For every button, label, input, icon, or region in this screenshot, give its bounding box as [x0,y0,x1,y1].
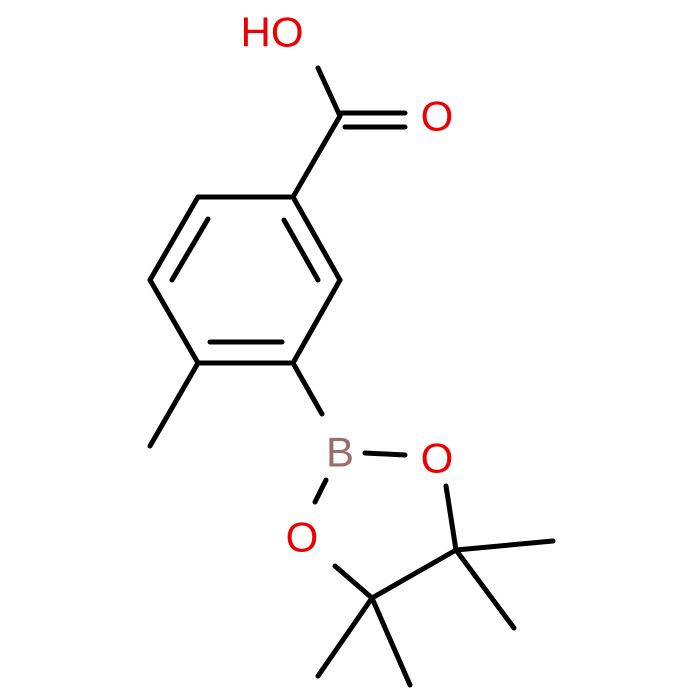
bond [290,360,325,417]
bond [147,277,201,366]
bond [315,65,343,119]
bond [169,216,211,283]
bond [281,217,321,283]
bond [312,477,329,505]
bond [369,547,459,601]
atom-label: HO [241,9,304,56]
atom-label: O [286,514,319,561]
bond [443,483,459,553]
bond [315,595,375,679]
atom-label: B [326,429,354,476]
bond [290,194,343,283]
bond [362,450,408,458]
bonds [147,65,556,688]
atom-label: O [421,435,454,482]
bond [453,547,517,631]
bond [290,113,343,200]
bond [369,595,413,688]
bond [332,563,375,601]
bond [147,194,201,283]
atom-label: O [421,93,454,140]
bond [453,538,556,553]
bond [290,277,343,366]
bond [147,360,201,449]
